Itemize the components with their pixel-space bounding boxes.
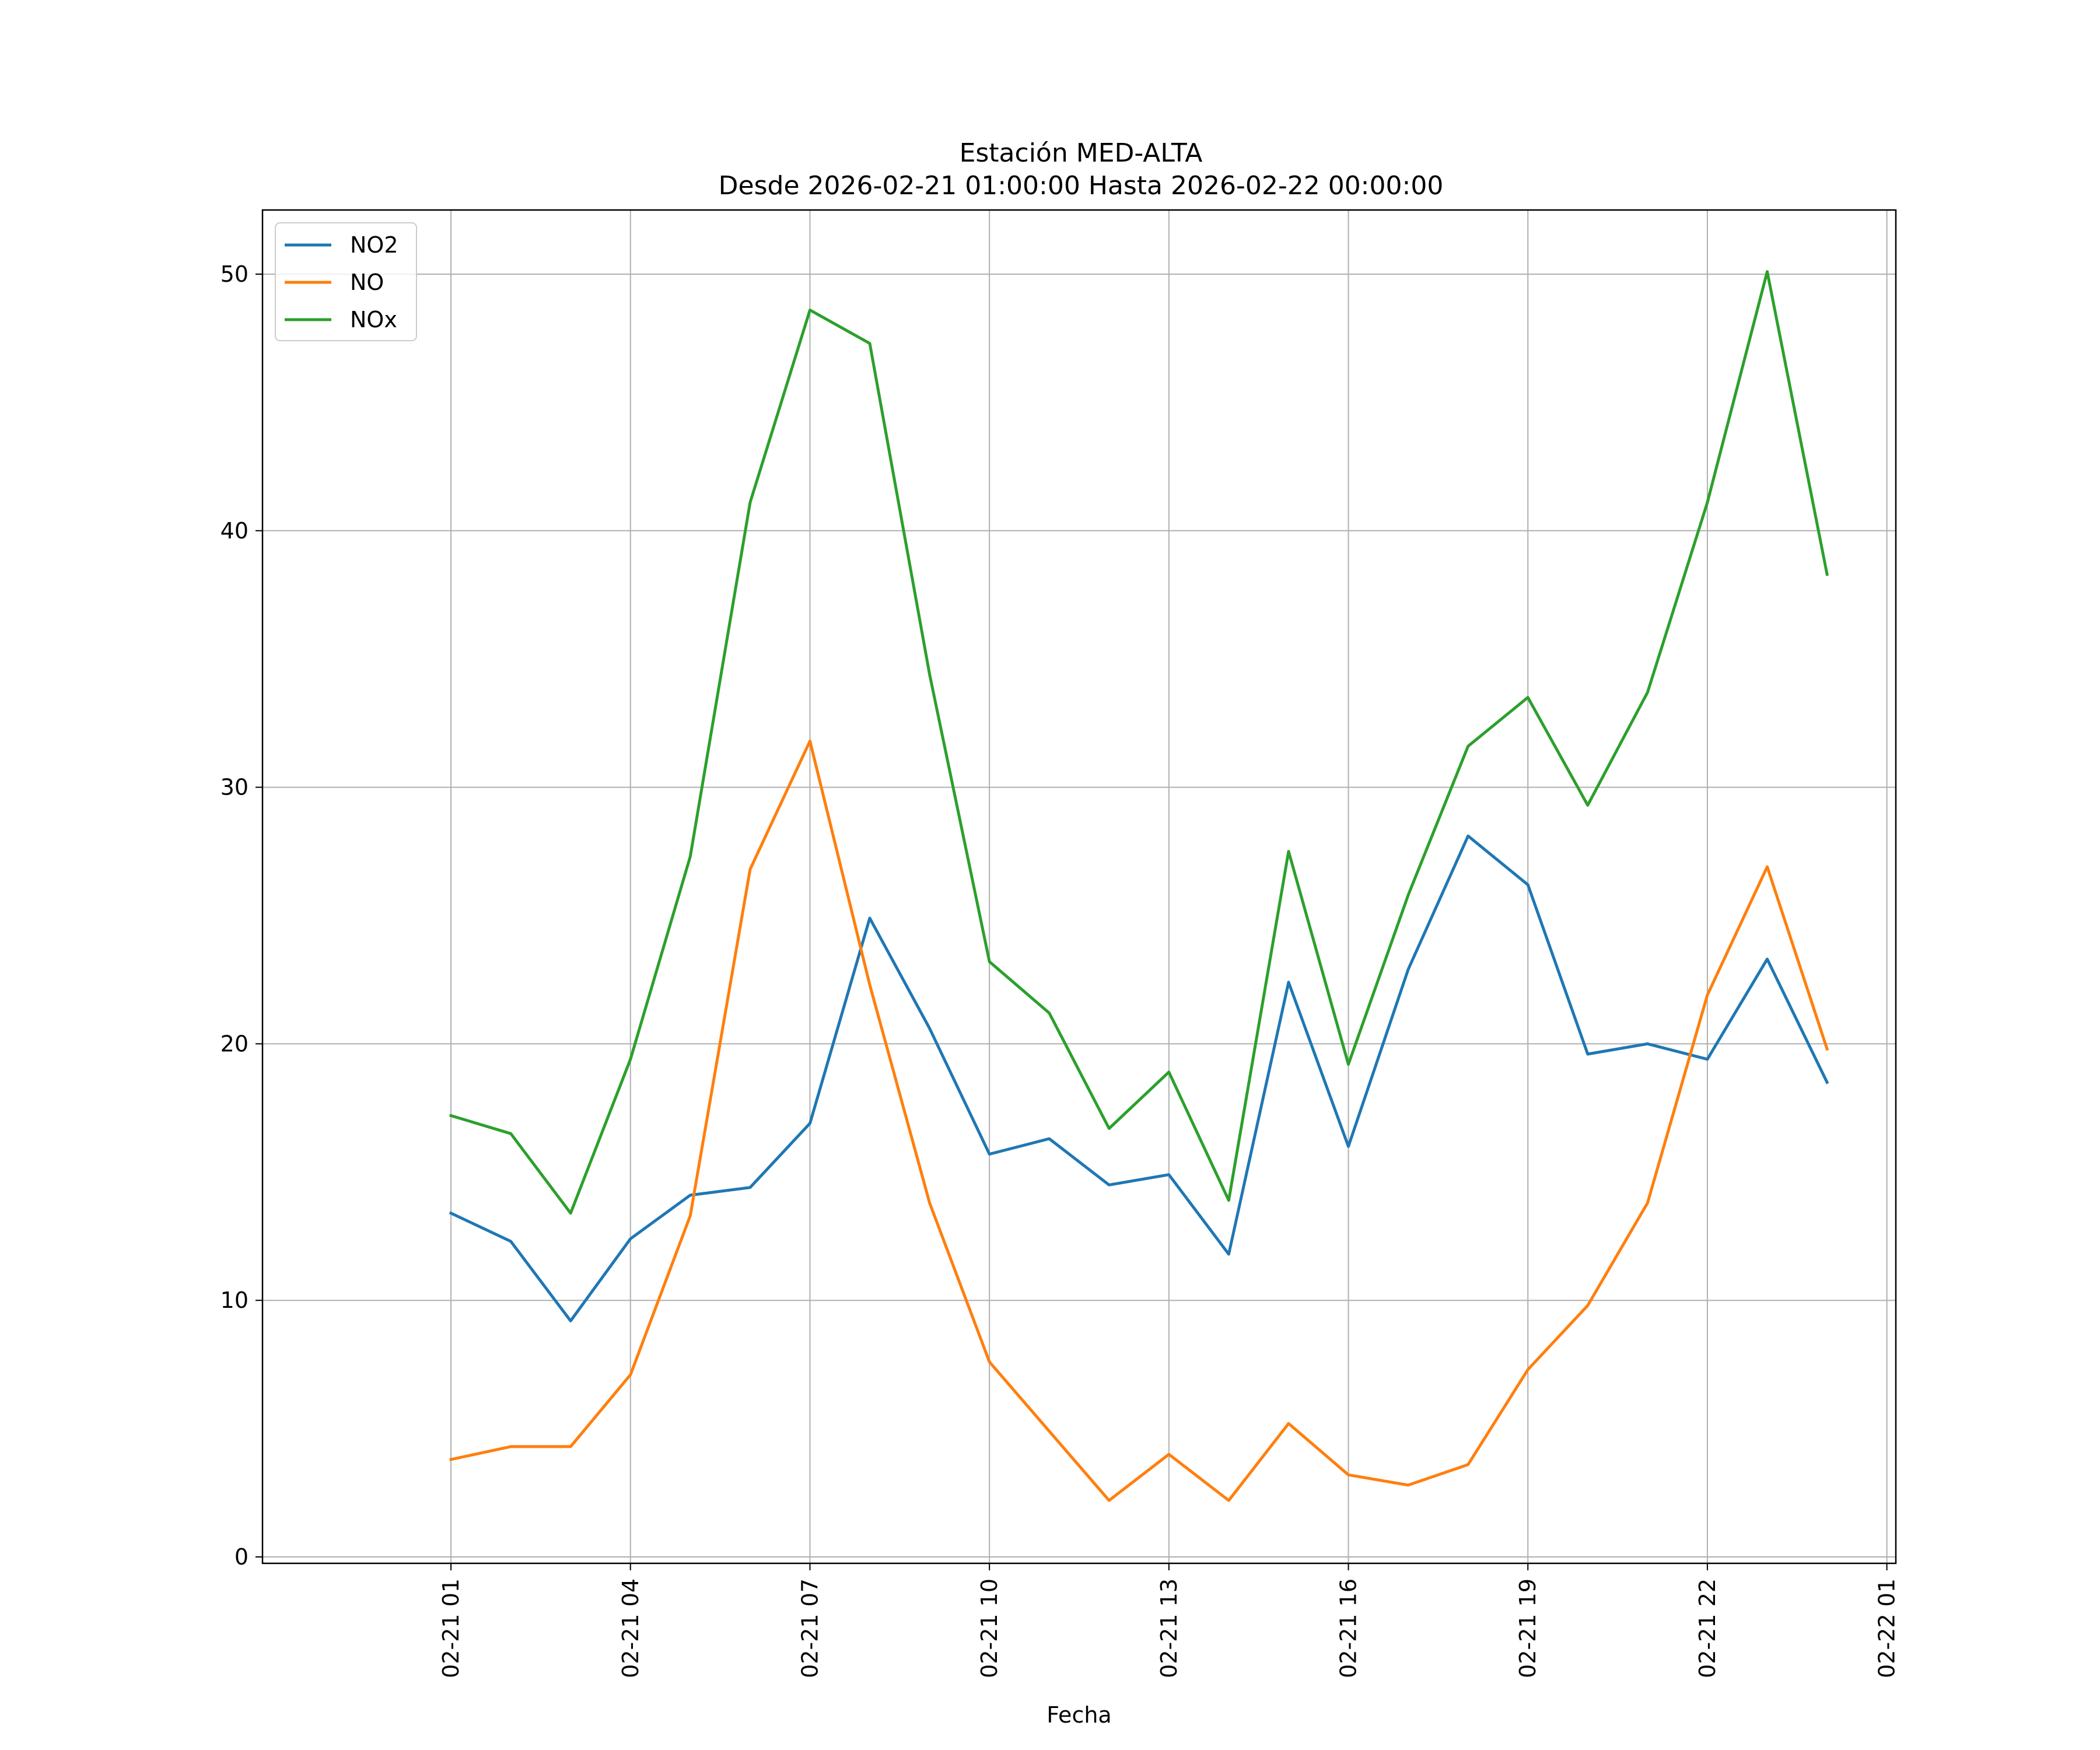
x-tick-label: 02-21 01 (438, 1578, 464, 1678)
legend-label-nox: NOx (350, 307, 397, 332)
y-tick-label: 0 (235, 1544, 249, 1570)
x-tick-label: 02-21 19 (1515, 1578, 1541, 1678)
y-tick-label: 20 (220, 1031, 249, 1056)
y-axis: 0 10 20 30 40 50 (220, 261, 262, 1570)
y-tick-label: 50 (220, 261, 249, 287)
legend-box (275, 222, 417, 341)
legend-label-no2: NO2 (350, 232, 398, 258)
y-tick-label: 10 (220, 1287, 249, 1313)
chart-title: Estación MED-ALTA (960, 138, 1203, 168)
grid (262, 210, 1896, 1563)
chart-subtitle: Desde 2026-02-21 01:00:00 Hasta 2026-02-… (719, 171, 1444, 201)
series-lines (449, 270, 1829, 1502)
y-tick-label: 30 (220, 775, 249, 800)
legend: NO2 NO NOx (275, 222, 417, 341)
series-line-no2 (449, 834, 1829, 1322)
x-tick-label: 02-21 22 (1695, 1578, 1720, 1678)
x-tick-label: 02-21 04 (618, 1578, 643, 1678)
x-tick-label: 02-21 07 (797, 1578, 822, 1678)
x-tick-label: 02-21 10 (977, 1578, 1002, 1678)
x-tick-label: 02-22 01 (1874, 1578, 1900, 1678)
series-line-no (449, 739, 1829, 1502)
y-tick-label: 40 (220, 518, 249, 544)
x-tick-label: 02-21 16 (1336, 1578, 1362, 1678)
x-tick-label: 02-21 13 (1156, 1578, 1182, 1678)
plot-frame (261, 209, 1897, 1564)
legend-label-no: NO (350, 270, 384, 295)
x-axis: 02-21 01 02-21 04 02-21 07 02-21 10 02-21 13… (438, 1563, 1900, 1678)
x-axis-label: Fecha (1046, 1702, 1111, 1728)
series-line-nox (449, 270, 1829, 1215)
